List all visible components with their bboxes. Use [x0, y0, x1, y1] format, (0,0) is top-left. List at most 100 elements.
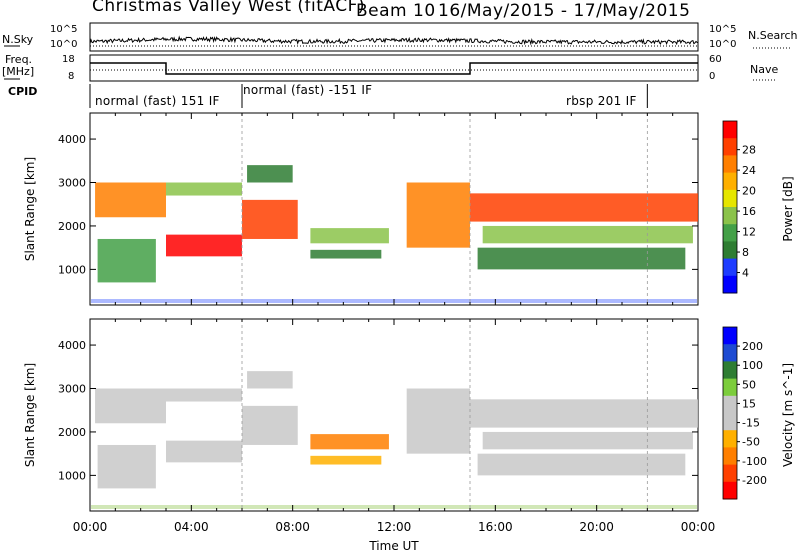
velocity-echo-band: [97, 444, 156, 489]
velocity-echo-band: [166, 440, 242, 463]
power-colorbar-segment: [723, 189, 737, 208]
freq-left-tick-bottom: 8: [68, 71, 75, 82]
freq-trace: [90, 62, 698, 75]
velocity-echo-band: [242, 405, 298, 445]
power-colorbar-label: Power [dB]: [781, 176, 795, 241]
power-colorbar-tick-label: 20: [742, 185, 756, 198]
power-ytick-label: 3000: [58, 177, 86, 190]
power-echo-band: [470, 193, 698, 222]
power-echo-band: [242, 199, 298, 239]
beam-label: Beam 10: [356, 1, 436, 21]
freq-label: Freq.: [5, 53, 33, 66]
power-colorbar-segment: [723, 275, 737, 294]
power-echo-band: [166, 182, 242, 196]
power-colorbar-segment: [723, 207, 737, 225]
velocity-echo-band: [310, 455, 382, 465]
velocity-ytick-label: 3000: [58, 383, 86, 396]
power-colorbar-segment: [723, 241, 737, 260]
velocity-colorbar-label: Velocity [m s^-1]: [781, 363, 795, 467]
power-ylabel: Slant Range [km]: [23, 157, 37, 261]
freq-unit-label: [MHz]: [2, 65, 35, 78]
date-range: 16/May/2015 - 17/May/2015: [438, 1, 691, 21]
power-colorbar-tick-label: 4: [742, 267, 749, 280]
velocity-colorbar-tick-label: -100: [742, 455, 767, 468]
power-colorbar-segment: [723, 172, 737, 191]
velocity-echo-band: [406, 388, 470, 454]
power-colorbar-segment: [723, 138, 737, 156]
power-echo-band: [310, 249, 382, 259]
nave-label: Nave: [750, 63, 779, 76]
velocity-colorbar-tick-label: -15: [742, 417, 760, 430]
velocity-ytick-label: 4000: [58, 339, 86, 352]
velocity-colorbar-segment: [723, 481, 737, 500]
velocity-colorbar-tick-label: 200: [742, 340, 763, 353]
velocity-colorbar-tick-label: 50: [742, 378, 756, 391]
velocity-colorbar-segment: [723, 327, 737, 345]
power-ytick-label: 2000: [58, 220, 86, 233]
station-title: Christmas Valley West (fitACF): [92, 0, 366, 16]
power-colorbar-tick-label: 28: [742, 144, 756, 157]
power-ytick-label: 4000: [58, 133, 86, 146]
power-colorbar-tick-label: 8: [742, 246, 749, 259]
velocity-colorbar-segment: [723, 344, 737, 362]
cpid-label: CPID: [8, 85, 38, 98]
freq-panel-frame: [89, 54, 699, 82]
x-tick-label: 08:00: [275, 520, 310, 534]
power-echo-band: [247, 165, 293, 183]
power-colorbar-tick-label: 16: [742, 205, 756, 218]
x-tick-label: 04:00: [174, 520, 209, 534]
x-tick-label: 16:00: [478, 520, 513, 534]
velocity-ytick-label: 1000: [58, 469, 86, 482]
velocity-colorbar-tick-label: 15: [742, 397, 756, 410]
velocity-echo-band: [482, 431, 693, 450]
power-echo-band: [482, 225, 693, 244]
power-echo-band: [166, 234, 242, 257]
velocity-colorbar-segment: [723, 395, 737, 414]
x-tick-label: 00:00: [681, 520, 716, 534]
velocity-colorbar-segment: [723, 361, 737, 380]
x-tick-label: 00:00: [73, 520, 108, 534]
power-colorbar-segment: [723, 224, 737, 242]
velocity-ylabel: Slant Range [km]: [23, 363, 37, 467]
noise-right-tick-bottom: 10^0: [709, 39, 737, 50]
x-tick-label: 12:00: [377, 520, 412, 534]
nsky-label: N.Sky: [2, 33, 34, 46]
power-echo-band: [406, 182, 470, 248]
velocity-echo-band: [477, 453, 686, 476]
power-colorbar-segment: [723, 155, 737, 174]
power-colorbar-frame: [722, 120, 738, 294]
freq-right-tick-bottom: 0: [709, 71, 716, 82]
velocity-echo-band: [247, 371, 293, 389]
power-echo-band: [97, 238, 156, 283]
velocity-ytick-label: 2000: [58, 426, 86, 439]
velocity-echo-band: [310, 434, 389, 450]
velocity-echo-band: [166, 388, 242, 402]
power-colorbar-segment: [723, 121, 737, 139]
velocity-colorbar-segment: [723, 430, 737, 448]
power-colorbar-segment: [723, 258, 737, 277]
velocity-colorbar-tick-label: -200: [742, 474, 767, 487]
noise-right-tick-top: 10^5: [709, 24, 737, 35]
velocity-colorbar-segment: [723, 413, 737, 431]
velocity-colorbar-frame: [722, 326, 738, 500]
freq-right-tick-top: 60: [709, 54, 722, 65]
power-colorbar-tick-label: 12: [742, 226, 756, 239]
noise-panel-frame: [89, 22, 699, 52]
power-echo-band: [95, 182, 166, 218]
freq-left-tick-top: 18: [62, 54, 75, 65]
velocity-echo-band: [470, 399, 698, 428]
velocity-echo-band: [95, 388, 166, 424]
x-tick-label: 20:00: [579, 520, 614, 534]
cpid-mode-2: normal (fast) -151 IF: [243, 83, 373, 97]
velocity-colorbar-tick-label: 100: [742, 359, 763, 372]
cpid-mode-1: normal (fast) 151 IF: [95, 94, 220, 108]
noise-sky-trace: [89, 35, 699, 46]
noise-left-tick-top: 10^5: [50, 24, 78, 35]
power-echo-band: [477, 247, 686, 270]
x-axis-label: Time UT: [368, 539, 419, 553]
noise-left-tick-bottom: 10^0: [50, 39, 78, 50]
velocity-colorbar-tick-label: -50: [742, 436, 760, 449]
velocity-colorbar-segment: [723, 447, 737, 466]
power-echo-band: [310, 228, 389, 244]
